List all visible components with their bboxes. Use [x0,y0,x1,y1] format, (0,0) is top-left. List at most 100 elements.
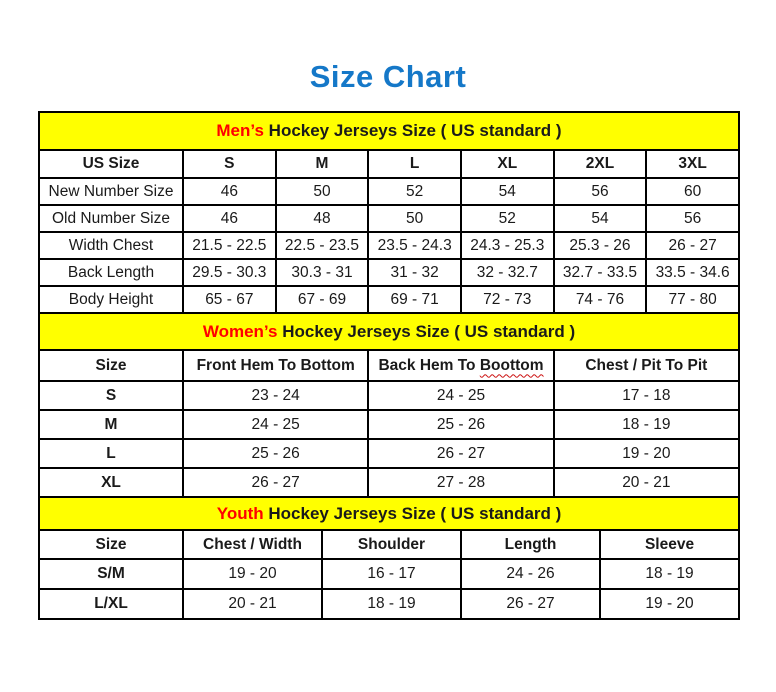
womens-section-banner: Women’s Hockey Jerseys Size ( US standar… [38,312,740,352]
table-row: XL 26 - 27 27 - 28 20 - 21 [38,467,741,499]
size-tables-container: Men’s Hockey Jerseys Size ( US standard … [37,111,741,621]
table-row: L 25 - 26 26 - 27 19 - 20 [38,438,741,470]
cell-value: 33.5 - 34.6 [645,258,740,288]
banner-text: Hockey Jerseys Size ( US standard ) [263,503,562,523]
table-row: New Number Size 46 50 52 54 56 60 [38,177,740,207]
cell-value: 18 - 19 [321,588,462,621]
row-label: L [38,438,184,470]
row-label: Back Length [38,258,184,288]
cell-value: 25 - 26 [367,409,555,441]
banner-highlight: Women’s [202,321,278,341]
cell-value: 16 - 17 [321,558,462,591]
banner-text: Hockey Jerseys Size ( US standard ) [277,321,576,341]
cell-value: 19 - 20 [552,438,741,470]
cell-value: 30.3 - 31 [274,258,370,288]
cell-value: 25 - 26 [181,438,370,470]
cell-value: 19 - 20 [182,558,323,591]
row-label: Body Height [38,285,184,315]
column-header: L [367,149,462,180]
mens-section-banner: Men’s Hockey Jerseys Size ( US standard … [38,111,740,152]
cell-value: 24 - 26 [460,558,601,591]
cell-value: 69 - 71 [367,285,462,315]
cell-value: 26 - 27 [645,231,740,261]
cell-value: 26 - 27 [460,588,601,621]
cell-value: 72 - 73 [459,285,555,315]
header-misspelled-word: Boottom [479,356,544,374]
cell-value: 18 - 19 [552,409,741,441]
cell-value: 29.5 - 30.3 [182,258,277,288]
cell-value: 74 - 76 [552,285,648,315]
cell-value: 22.5 - 23.5 [274,231,370,261]
cell-value: 32 - 32.7 [459,258,555,288]
cell-value: 18 - 19 [598,558,741,591]
row-label: Width Chest [38,231,184,261]
cell-value: 54 [552,204,648,234]
cell-value: 50 [274,177,370,207]
row-label: M [38,409,184,441]
cell-value: 31 - 32 [367,258,462,288]
cell-value: 23.5 - 24.3 [367,231,462,261]
column-header: M [274,149,370,180]
cell-value: 26 - 27 [181,467,370,499]
column-header: Front Hem To Bottom [181,349,370,383]
banner-highlight: Youth [216,503,264,523]
cell-value: 19 - 20 [598,588,741,621]
table-row: Old Number Size 46 48 50 52 54 56 [38,204,740,234]
cell-value: 20 - 21 [552,467,741,499]
row-label: S [38,380,184,412]
column-header: 3XL [645,149,740,180]
row-label: L/XL [38,588,184,621]
row-label: Old Number Size [38,204,184,234]
column-header: Shoulder [321,529,462,561]
youth-section-banner: Youth Hockey Jerseys Size ( US standard … [37,496,741,532]
cell-value: 52 [459,204,555,234]
cell-value: 67 - 69 [274,285,370,315]
column-header: 2XL [552,149,648,180]
womens-size-table: Women’s Hockey Jerseys Size ( US standar… [38,312,741,499]
cell-value: 23 - 24 [181,380,370,412]
cell-value: 77 - 80 [645,285,740,315]
table-row: M 24 - 25 25 - 26 18 - 19 [38,409,741,441]
column-header: Length [460,529,601,561]
column-header: XL [459,149,555,180]
mens-size-table: Men’s Hockey Jerseys Size ( US standard … [38,111,740,315]
cell-value: 25.3 - 26 [552,231,648,261]
cell-value: 24 - 25 [181,409,370,441]
cell-value: 17 - 18 [552,380,741,412]
youth-size-table: Youth Hockey Jerseys Size ( US standard … [37,496,741,621]
cell-value: 46 [182,204,277,234]
cell-value: 24.3 - 25.3 [459,231,555,261]
cell-value: 50 [367,204,462,234]
row-label: S/M [38,558,184,591]
cell-value: 46 [182,177,277,207]
cell-value: 24 - 25 [367,380,555,412]
cell-value: 56 [552,177,648,207]
header-text: Back Hem To [378,356,480,374]
row-label: New Number Size [38,177,184,207]
column-header: Chest / Width [182,529,323,561]
table-row: S 23 - 24 24 - 25 17 - 18 [38,380,741,412]
table-row: Width Chest 21.5 - 22.5 22.5 - 23.5 23.5 - … [38,231,740,261]
cell-value: 32.7 - 33.5 [552,258,648,288]
cell-value: 26 - 27 [367,438,555,470]
column-header: Size [38,349,184,383]
column-header: Size [38,529,184,561]
column-header: Chest / Pit To Pit [552,349,741,383]
cell-value: 52 [367,177,462,207]
page-title: Size Chart [309,59,467,94]
table-row: Body Height 65 - 67 67 - 69 69 - 71 72 - 73 7… [38,285,740,315]
cell-value: 21.5 - 22.5 [182,231,277,261]
table-row: S/M 19 - 20 16 - 17 24 - 26 18 - 19 [38,558,741,591]
row-label: XL [38,467,184,499]
table-row: L/XL 20 - 21 18 - 19 26 - 27 19 - 20 [38,588,741,621]
cell-value: 65 - 67 [182,285,277,315]
cell-value: 54 [459,177,555,207]
cell-value: 60 [645,177,740,207]
column-header: S [182,149,277,180]
cell-value: 56 [645,204,740,234]
cell-value: 20 - 21 [182,588,323,621]
table-row: Back Length 29.5 - 30.3 30.3 - 31 31 - 32 32… [38,258,740,288]
column-header: Sleeve [598,529,741,561]
column-header: Back Hem To Boottom [367,349,555,383]
